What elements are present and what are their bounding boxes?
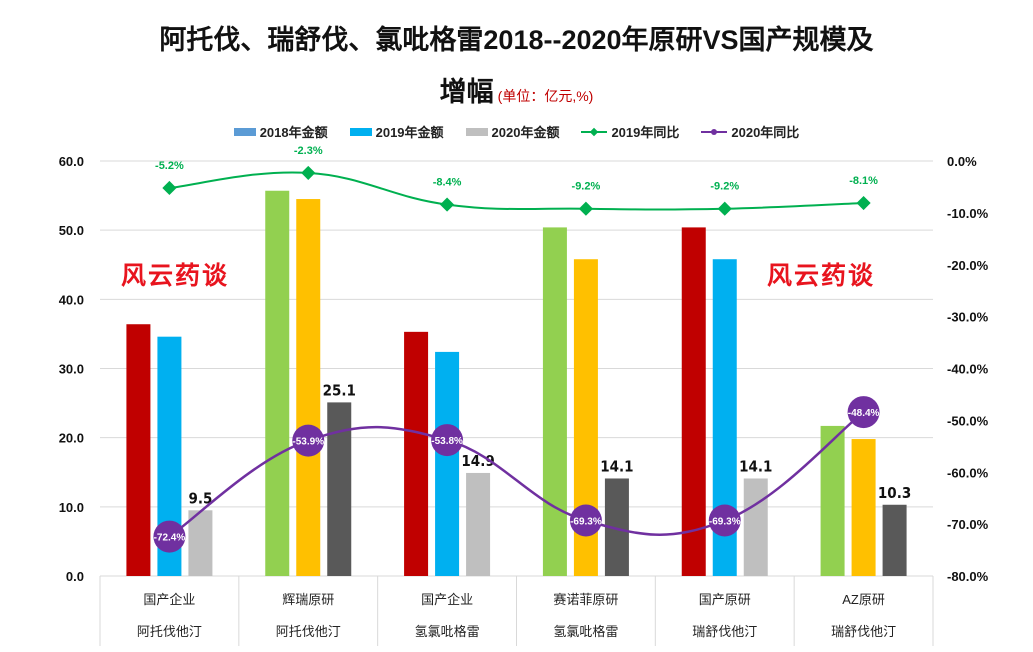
legend: 2018年金额 2019年金额 2020年金额 2019年同比 2020年同比	[0, 122, 1033, 141]
chart-subtitle: 增幅 (单位：亿元,%)	[0, 70, 1033, 109]
legend-swatch-2020	[465, 127, 488, 136]
yoy-2019-label: -2.3%	[294, 145, 323, 157]
bar-2019年金额	[435, 351, 460, 576]
bar-value-label: 10.3	[878, 484, 911, 502]
yoy-2019-label: -5.2%	[155, 160, 184, 172]
chart-title: 阿托伐、瑞舒伐、氯吡格雷2018--2020年原研VS国产规模及	[159, 25, 874, 55]
legend-label-2020-yoy: 2020年同比	[731, 125, 800, 140]
y-tick-label: 60.0	[59, 154, 84, 169]
yoy-2019-label: -8.4%	[433, 177, 462, 189]
bar-2018年金额	[404, 331, 429, 576]
y-tick-label: 10.0	[59, 500, 84, 515]
category-company-label: 国产原研	[699, 592, 751, 607]
bar-2019年金额	[851, 439, 876, 576]
marker-2020-yoy	[292, 424, 325, 457]
y2-tick-label: -20.0%	[947, 258, 989, 273]
marker-2020-yoy	[569, 504, 602, 537]
yoy-2020-label: -69.3%	[570, 516, 602, 527]
y2-tick-label: -50.0%	[947, 413, 989, 428]
bar-2018年金额	[542, 227, 567, 576]
legend-line-circle-icon	[701, 128, 728, 135]
y2-tick-label: -80.0%	[947, 569, 989, 584]
bar-2020年金额	[327, 402, 352, 576]
marker-2020-yoy	[847, 396, 880, 429]
legend-label-2018: 2018年金额	[259, 125, 328, 140]
y-tick-label: 50.0	[59, 223, 84, 238]
bar-2018年金额	[820, 425, 845, 576]
y-tick-label: 20.0	[59, 431, 84, 446]
marker-2019-yoy	[162, 180, 177, 196]
bar-value-label: 25.1	[323, 381, 356, 399]
category-company-label: 辉瑞原研	[282, 592, 334, 607]
bar-2018年金额	[126, 324, 151, 576]
bar-value-label: 14.9	[461, 452, 494, 470]
yoy-2019-label: -9.2%	[572, 181, 601, 193]
y2-tick-label: -60.0%	[947, 465, 989, 480]
watermark-right: 风云药谈	[767, 262, 876, 290]
category-drug-label: 瑞舒伐他汀	[692, 624, 757, 639]
legend-item-2020[interactable]: 2020年金额	[465, 122, 560, 141]
legend-item-2019[interactable]: 2019年金额	[349, 122, 444, 141]
y2-tick-label: -10.0%	[947, 206, 989, 221]
y-tick-label: 40.0	[59, 292, 84, 307]
category-company-label: 国产企业	[143, 592, 195, 607]
y2-tick-label: -30.0%	[947, 310, 989, 325]
category-drug-label: 阿托伐他汀	[137, 624, 202, 639]
bar-value-label: 14.1	[739, 457, 772, 475]
legend-item-2018[interactable]: 2018年金额	[233, 122, 328, 141]
yoy-2020-label: -72.4%	[154, 533, 186, 544]
legend-label-2020: 2020年金额	[491, 125, 560, 140]
yoy-2020-label: -53.9%	[292, 437, 324, 448]
yoy-2019-label: -8.1%	[849, 175, 878, 187]
chart-title-line2: 增幅	[439, 77, 494, 107]
legend-line-diamond-icon	[581, 127, 608, 136]
y-tick-label: 30.0	[59, 362, 84, 377]
bar-2019年金额	[296, 199, 321, 576]
bar-value-label: 14.1	[600, 457, 633, 475]
yoy-2020-label: -69.3%	[709, 516, 741, 527]
y2-tick-label: -40.0%	[947, 362, 989, 377]
category-company-label: AZ原研	[842, 592, 885, 607]
yoy-2019-label: -9.2%	[710, 181, 739, 193]
line-2019-yoy	[169, 171, 864, 211]
yoy-2020-label: -53.8%	[431, 436, 463, 447]
bar-value-label: 9.5	[188, 489, 212, 507]
bar-2018年金额	[265, 190, 290, 576]
y2-tick-label: 0.0%	[947, 154, 977, 169]
watermark-left: 风云药谈	[121, 262, 230, 290]
y2-tick-label: -70.0%	[947, 517, 989, 532]
yoy-2020-label: -48.4%	[848, 408, 880, 419]
bar-2020年金额	[882, 504, 907, 576]
legend-label-2019-yoy: 2019年同比	[611, 125, 680, 140]
marker-2019-yoy	[440, 197, 455, 212]
category-drug-label: 氢氯吡格雷	[553, 624, 618, 639]
marker-2020-yoy	[431, 424, 464, 457]
legend-item-2019-yoy[interactable]: 2019年同比	[581, 122, 679, 141]
legend-item-2020-yoy[interactable]: 2020年同比	[701, 122, 799, 141]
marker-2019-yoy	[301, 165, 316, 181]
marker-2019-yoy	[578, 201, 593, 216]
bar-2020年金额	[466, 472, 491, 576]
legend-swatch-2019	[349, 127, 372, 136]
bar-2020年金额	[743, 478, 768, 576]
marker-2020-yoy	[708, 504, 741, 537]
bar-2020年金额	[188, 510, 213, 576]
line-2020-yoy	[168, 411, 865, 538]
marker-2020-yoy	[153, 520, 186, 553]
category-company-label: 赛诺菲原研	[553, 592, 618, 607]
bar-2018年金额	[681, 227, 706, 576]
y-tick-label: 0.0	[66, 569, 84, 584]
legend-swatch-2018	[233, 127, 256, 136]
legend-label-2019: 2019年金额	[375, 125, 444, 140]
marker-2019-yoy	[856, 195, 871, 211]
unit-note: (单位：亿元,%)	[497, 88, 594, 104]
category-company-label: 国产企业	[421, 592, 473, 607]
category-drug-label: 氢氯吡格雷	[415, 624, 480, 639]
category-drug-label: 阿托伐他汀	[276, 624, 341, 639]
category-drug-label: 瑞舒伐他汀	[831, 624, 896, 639]
marker-2019-yoy	[717, 201, 732, 216]
